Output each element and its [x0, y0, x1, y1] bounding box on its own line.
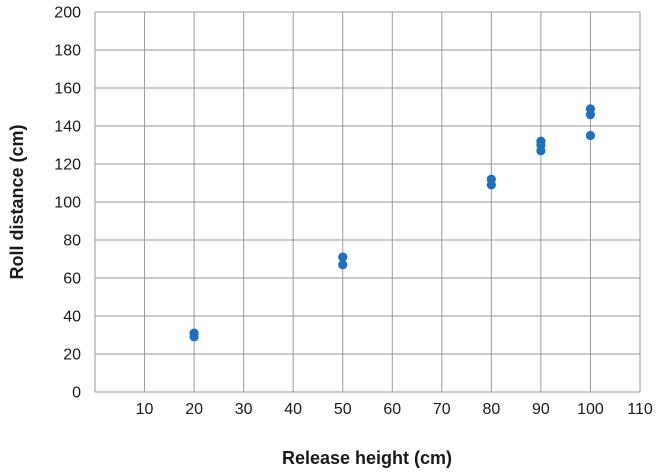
y-tick-label: 180 — [54, 43, 81, 60]
data-point — [189, 332, 199, 342]
y-tick-label: 0 — [72, 385, 81, 402]
grid-lines — [95, 11, 641, 393]
x-axis-ticks: 10 20 30 40 50 60 70 80 90 100 110 — [136, 401, 653, 418]
data-point — [585, 110, 596, 120]
y-tick-label: 20 — [63, 347, 81, 364]
x-tick-label: 70 — [433, 401, 451, 418]
y-tick-label: 140 — [54, 119, 81, 136]
y-axis-title: Roll distance (cm) — [7, 124, 27, 279]
x-tick-label: 60 — [383, 401, 401, 418]
y-axis-ticks: 0 20 40 60 80 100 120 140 160 180 200 — [54, 5, 81, 402]
x-tick-label: 80 — [482, 401, 500, 418]
y-tick-label: 80 — [63, 233, 81, 250]
y-tick-label: 200 — [54, 5, 81, 22]
x-tick-label: 110 — [627, 401, 653, 418]
y-tick-label: 100 — [54, 195, 81, 212]
x-tick-label: 50 — [334, 401, 352, 418]
y-tick-label: 40 — [63, 309, 81, 326]
data-point — [585, 130, 596, 141]
y-tick-label: 120 — [54, 157, 81, 174]
x-tick-label: 10 — [136, 401, 154, 418]
y-tick-label: 60 — [63, 271, 81, 288]
data-point — [486, 180, 496, 190]
x-tick-label: 40 — [284, 401, 302, 418]
y-tick-label: 160 — [54, 81, 81, 98]
axes — [94, 12, 640, 393]
x-tick-label: 20 — [185, 401, 203, 418]
data-point — [536, 146, 546, 156]
x-tick-label: 100 — [577, 401, 604, 418]
data-points — [189, 104, 596, 342]
data-point — [338, 260, 348, 270]
x-tick-label: 30 — [235, 401, 253, 418]
x-axis-title: Release height (cm) — [282, 448, 452, 468]
data-point — [338, 252, 348, 262]
x-tick-label: 90 — [532, 401, 550, 418]
